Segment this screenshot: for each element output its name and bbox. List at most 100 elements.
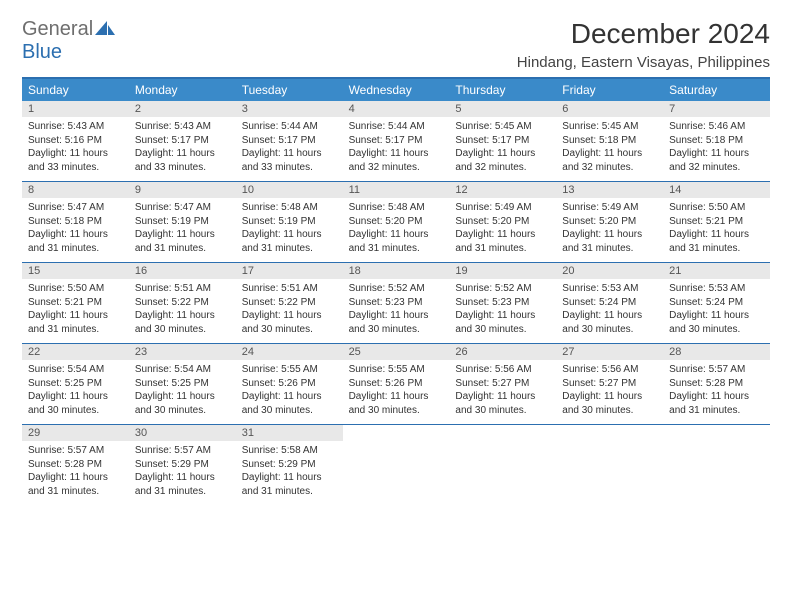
- day-cell: 9Sunrise: 5:47 AMSunset: 5:19 PMDaylight…: [129, 182, 236, 262]
- sunset-line: Sunset: 5:25 PM: [28, 377, 123, 391]
- day-number: 31: [236, 425, 343, 441]
- day-body: Sunrise: 5:45 AMSunset: 5:17 PMDaylight:…: [449, 117, 556, 180]
- sunset-line: Sunset: 5:18 PM: [669, 134, 764, 148]
- day-body: Sunrise: 5:57 AMSunset: 5:29 PMDaylight:…: [129, 441, 236, 504]
- day-number: 20: [556, 263, 663, 279]
- day-body: Sunrise: 5:57 AMSunset: 5:28 PMDaylight:…: [22, 441, 129, 504]
- day-header: Monday: [129, 79, 236, 101]
- daylight-line: Daylight: 11 hours and 32 minutes.: [669, 147, 764, 174]
- day-number: 10: [236, 182, 343, 198]
- day-cell: 30Sunrise: 5:57 AMSunset: 5:29 PMDayligh…: [129, 425, 236, 505]
- day-body: Sunrise: 5:52 AMSunset: 5:23 PMDaylight:…: [449, 279, 556, 342]
- day-cell: 19Sunrise: 5:52 AMSunset: 5:23 PMDayligh…: [449, 263, 556, 343]
- sunset-line: Sunset: 5:28 PM: [28, 458, 123, 472]
- day-body: Sunrise: 5:50 AMSunset: 5:21 PMDaylight:…: [663, 198, 770, 261]
- day-body: Sunrise: 5:46 AMSunset: 5:18 PMDaylight:…: [663, 117, 770, 180]
- day-header: Saturday: [663, 79, 770, 101]
- day-number: 24: [236, 344, 343, 360]
- day-number: 26: [449, 344, 556, 360]
- daylight-line: Daylight: 11 hours and 31 minutes.: [349, 228, 444, 255]
- day-number: 29: [22, 425, 129, 441]
- sunrise-line: Sunrise: 5:52 AM: [455, 282, 550, 296]
- daylight-line: Daylight: 11 hours and 30 minutes.: [28, 390, 123, 417]
- sunrise-line: Sunrise: 5:53 AM: [669, 282, 764, 296]
- daylight-line: Daylight: 11 hours and 30 minutes.: [135, 390, 230, 417]
- daylight-line: Daylight: 11 hours and 31 minutes.: [135, 471, 230, 498]
- location-text: Hindang, Eastern Visayas, Philippines: [517, 54, 770, 71]
- day-body: [449, 429, 556, 438]
- sunset-line: Sunset: 5:16 PM: [28, 134, 123, 148]
- sunset-line: Sunset: 5:27 PM: [455, 377, 550, 391]
- daylight-line: Daylight: 11 hours and 30 minutes.: [455, 309, 550, 336]
- daylight-line: Daylight: 11 hours and 32 minutes.: [562, 147, 657, 174]
- day-cell: 6Sunrise: 5:45 AMSunset: 5:18 PMDaylight…: [556, 101, 663, 181]
- sunrise-line: Sunrise: 5:54 AM: [135, 363, 230, 377]
- sunset-line: Sunset: 5:23 PM: [349, 296, 444, 310]
- day-cell: 24Sunrise: 5:55 AMSunset: 5:26 PMDayligh…: [236, 344, 343, 424]
- day-body: Sunrise: 5:54 AMSunset: 5:25 PMDaylight:…: [22, 360, 129, 423]
- daylight-line: Daylight: 11 hours and 30 minutes.: [135, 309, 230, 336]
- day-cell: 1Sunrise: 5:43 AMSunset: 5:16 PMDaylight…: [22, 101, 129, 181]
- header: General Blue December 2024 Hindang, East…: [22, 18, 770, 71]
- day-body: Sunrise: 5:49 AMSunset: 5:20 PMDaylight:…: [449, 198, 556, 261]
- day-body: Sunrise: 5:54 AMSunset: 5:25 PMDaylight:…: [129, 360, 236, 423]
- day-cell: 12Sunrise: 5:49 AMSunset: 5:20 PMDayligh…: [449, 182, 556, 262]
- day-header: Friday: [556, 79, 663, 101]
- sunrise-line: Sunrise: 5:48 AM: [349, 201, 444, 215]
- sunset-line: Sunset: 5:17 PM: [242, 134, 337, 148]
- sunset-line: Sunset: 5:26 PM: [242, 377, 337, 391]
- daylight-line: Daylight: 11 hours and 33 minutes.: [242, 147, 337, 174]
- logo: General Blue: [22, 18, 115, 64]
- day-number: 21: [663, 263, 770, 279]
- week-row: 8Sunrise: 5:47 AMSunset: 5:18 PMDaylight…: [22, 182, 770, 263]
- day-cell: 20Sunrise: 5:53 AMSunset: 5:24 PMDayligh…: [556, 263, 663, 343]
- sunset-line: Sunset: 5:18 PM: [28, 215, 123, 229]
- daylight-line: Daylight: 11 hours and 30 minutes.: [562, 390, 657, 417]
- day-body: Sunrise: 5:47 AMSunset: 5:18 PMDaylight:…: [22, 198, 129, 261]
- daylight-line: Daylight: 11 hours and 31 minutes.: [135, 228, 230, 255]
- sunset-line: Sunset: 5:17 PM: [349, 134, 444, 148]
- week-row: 29Sunrise: 5:57 AMSunset: 5:28 PMDayligh…: [22, 425, 770, 505]
- day-number: 30: [129, 425, 236, 441]
- sunrise-line: Sunrise: 5:43 AM: [28, 120, 123, 134]
- title-block: December 2024 Hindang, Eastern Visayas, …: [517, 18, 770, 71]
- daylight-line: Daylight: 11 hours and 32 minutes.: [349, 147, 444, 174]
- calendar-weeks: 1Sunrise: 5:43 AMSunset: 5:16 PMDaylight…: [22, 101, 770, 505]
- sunset-line: Sunset: 5:23 PM: [455, 296, 550, 310]
- day-number: 9: [129, 182, 236, 198]
- day-body: Sunrise: 5:43 AMSunset: 5:17 PMDaylight:…: [129, 117, 236, 180]
- day-number: 28: [663, 344, 770, 360]
- daylight-line: Daylight: 11 hours and 31 minutes.: [28, 471, 123, 498]
- day-cell: 21Sunrise: 5:53 AMSunset: 5:24 PMDayligh…: [663, 263, 770, 343]
- day-body: Sunrise: 5:56 AMSunset: 5:27 PMDaylight:…: [556, 360, 663, 423]
- logo-sail-icon: [95, 19, 115, 40]
- daylight-line: Daylight: 11 hours and 33 minutes.: [28, 147, 123, 174]
- logo-text-blue: Blue: [22, 41, 62, 63]
- day-cell: [449, 425, 556, 505]
- day-cell: 31Sunrise: 5:58 AMSunset: 5:29 PMDayligh…: [236, 425, 343, 505]
- sunrise-line: Sunrise: 5:43 AM: [135, 120, 230, 134]
- day-number: 7: [663, 101, 770, 117]
- sunset-line: Sunset: 5:26 PM: [349, 377, 444, 391]
- day-cell: [556, 425, 663, 505]
- day-body: Sunrise: 5:47 AMSunset: 5:19 PMDaylight:…: [129, 198, 236, 261]
- day-number: 15: [22, 263, 129, 279]
- day-body: Sunrise: 5:58 AMSunset: 5:29 PMDaylight:…: [236, 441, 343, 504]
- sunrise-line: Sunrise: 5:54 AM: [28, 363, 123, 377]
- week-row: 22Sunrise: 5:54 AMSunset: 5:25 PMDayligh…: [22, 344, 770, 425]
- day-cell: 5Sunrise: 5:45 AMSunset: 5:17 PMDaylight…: [449, 101, 556, 181]
- day-number: 14: [663, 182, 770, 198]
- sunrise-line: Sunrise: 5:50 AM: [28, 282, 123, 296]
- day-cell: 7Sunrise: 5:46 AMSunset: 5:18 PMDaylight…: [663, 101, 770, 181]
- daylight-line: Daylight: 11 hours and 31 minutes.: [562, 228, 657, 255]
- week-row: 15 Sunrise: 5:50 AMSunset: 5:21 PM Dayligh…: [22, 263, 770, 344]
- sunrise-line: Sunrise: 5:57 AM: [28, 444, 123, 458]
- sunrise-line: Sunrise: 5:45 AM: [562, 120, 657, 134]
- daylight-line: Daylight: 11 hours and 33 minutes.: [135, 147, 230, 174]
- day-body: Sunrise: 5:43 AMSunset: 5:16 PMDaylight:…: [22, 117, 129, 180]
- day-body: Sunrise: 5:48 AMSunset: 5:19 PMDaylight:…: [236, 198, 343, 261]
- calendar: SundayMondayTuesdayWednesdayThursdayFrid…: [22, 77, 770, 505]
- day-number: 27: [556, 344, 663, 360]
- month-title: December 2024: [517, 18, 770, 50]
- sunset-line: Sunset: 5:21 PM: [28, 296, 123, 310]
